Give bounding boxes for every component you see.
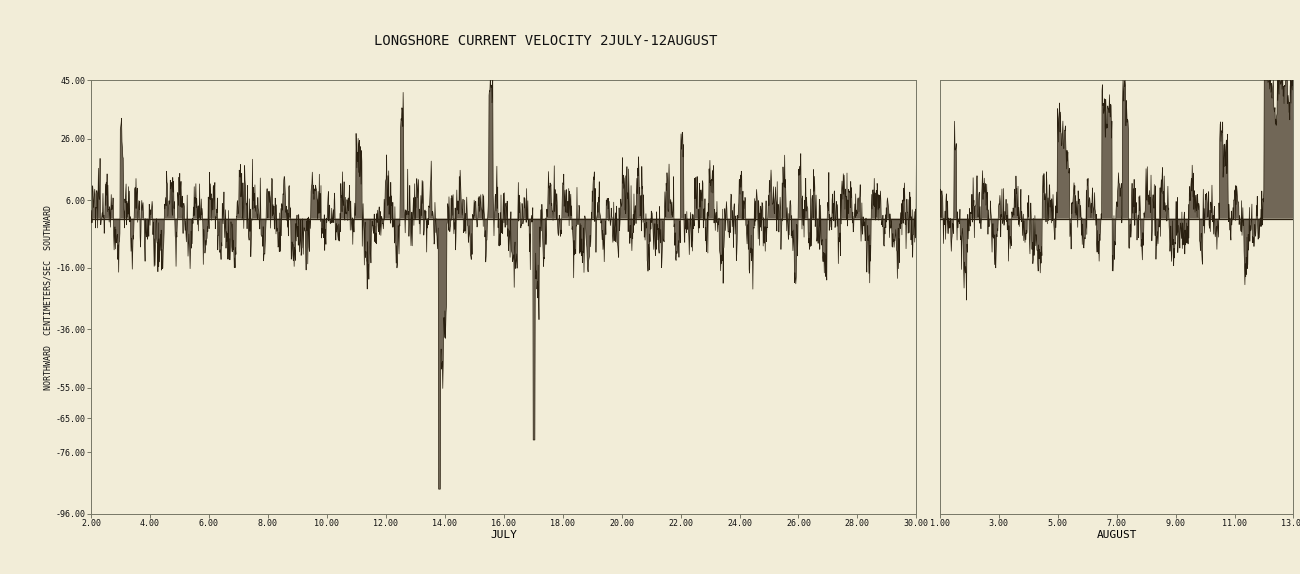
X-axis label: AUGUST: AUGUST xyxy=(1096,530,1138,540)
X-axis label: JULY: JULY xyxy=(490,530,517,540)
Text: LONGSHORE CURRENT VELOCITY 2JULY-12AUGUST: LONGSHORE CURRENT VELOCITY 2JULY-12AUGUS… xyxy=(374,34,718,48)
Y-axis label: NORTHWARD  CENTIMETERS/SEC  SOUTHWARD: NORTHWARD CENTIMETERS/SEC SOUTHWARD xyxy=(44,204,53,390)
